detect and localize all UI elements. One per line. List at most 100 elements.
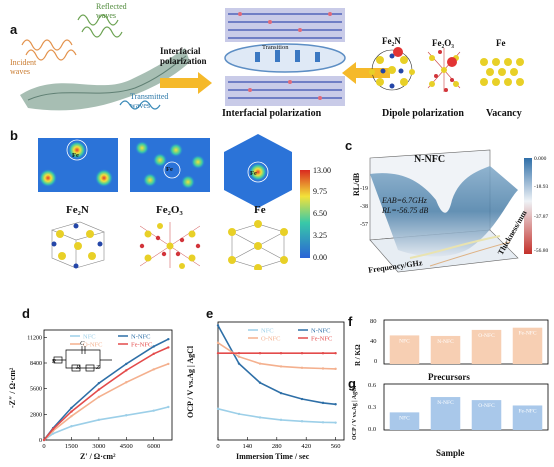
y-tick-label: 11200 — [27, 335, 42, 341]
data-point — [97, 395, 101, 399]
bar-o-nfc — [471, 400, 502, 430]
x-tick-label: 0 — [42, 443, 45, 450]
data-point — [97, 388, 101, 391]
data-point — [125, 414, 128, 417]
panel-g-label: g — [348, 376, 356, 391]
legend-label: Fe-NFC — [311, 336, 332, 343]
data-point — [237, 352, 241, 355]
bar-label: N-NFC — [437, 400, 454, 406]
y-tick-label: 0 — [39, 438, 42, 444]
legend-label: NFC — [261, 328, 274, 335]
data-point — [321, 421, 325, 424]
b-fe-tag-3: Fe — [250, 170, 257, 177]
bar-nfc — [389, 335, 420, 364]
b-colorbar-tick: 3.25 — [313, 231, 327, 240]
chart-d: 0 1500 3000 4500 6000 0 2800 5600 8400 11200 NFC N-… — [27, 329, 173, 450]
bar-label: NFC — [399, 415, 410, 421]
legend-label: N-NFC — [131, 334, 151, 341]
data-point — [70, 425, 73, 428]
b-colorbar-tick: 13.00 — [313, 166, 331, 175]
data-point — [167, 362, 170, 366]
colorbar-c — [524, 158, 532, 254]
g-xlabel: Sample — [436, 448, 465, 458]
d-xlabel: Z′ / Ω·cm² — [80, 452, 116, 461]
g-ytick: 0.0 — [368, 426, 377, 433]
data-point — [300, 352, 304, 355]
plot-frame — [383, 383, 549, 431]
data-point — [258, 416, 262, 419]
data-point — [152, 345, 155, 348]
c-colorbar-tick: -56.80 — [534, 248, 549, 254]
b-name-fe2n: Fe₂N — [66, 204, 89, 216]
panel-e-label: e — [206, 306, 214, 321]
f-ylabel: R / KΩ — [354, 344, 362, 366]
reflected-waves-label: Reflected waves — [96, 2, 127, 20]
bar-fe-nfc — [512, 405, 543, 430]
data-point — [237, 362, 241, 365]
legend-label: O-NFC — [83, 342, 103, 349]
b-fe-tag-2: Fe — [166, 166, 173, 173]
legend-label: NFC — [83, 334, 96, 341]
panel-d-label: d — [22, 306, 30, 321]
data-point — [70, 410, 73, 413]
data-point — [125, 381, 128, 384]
chart-e: 0 140 280 420 560 NFC N-NFC O-NFC Fe-NFC — [216, 321, 345, 450]
circuit-cdl: C — [80, 340, 85, 347]
data-point — [321, 401, 325, 405]
data-point — [216, 341, 220, 345]
x-tick-label: 3000 — [92, 443, 105, 450]
data-point — [321, 352, 325, 355]
incident-waves-label: Incident waves — [10, 58, 37, 76]
data-point — [279, 352, 283, 355]
data-point — [334, 367, 337, 371]
data-point — [216, 324, 220, 327]
data-point — [279, 391, 283, 395]
bar-n-nfc — [430, 335, 461, 364]
vacancy-label: Vacancy — [486, 108, 522, 119]
data-point — [300, 420, 304, 423]
data-point — [97, 381, 101, 385]
data-point — [279, 365, 283, 368]
f-ytick: 0 — [374, 358, 378, 365]
plot-frame — [43, 329, 173, 441]
f-ytick: 80 — [370, 318, 377, 325]
data-point — [152, 368, 155, 371]
g-ytick: 0.6 — [368, 382, 377, 389]
e-ylabel: OCP / V vs.Ag | AgCl — [186, 345, 195, 418]
b-name-fe: Fe — [254, 204, 266, 216]
bar-label: O-NFC — [478, 333, 495, 339]
fe-lattice — [480, 58, 524, 86]
panel-b-graphic — [38, 134, 310, 270]
crystal-fe2o3 — [139, 222, 201, 269]
series-line-n-nfc — [43, 338, 169, 441]
bar-o-nfc — [471, 329, 502, 364]
f-xlabel: Precursors — [428, 372, 470, 382]
data-point — [125, 362, 128, 366]
transmitted-waves-label: Transmitted waves — [130, 92, 169, 110]
bar-fe-nfc — [512, 327, 543, 364]
data-point — [125, 369, 128, 372]
c-colorbar-tick: -18.93 — [534, 184, 549, 190]
data-point — [334, 421, 337, 424]
panel-c-graphic — [369, 149, 532, 273]
plot-frame — [217, 321, 345, 441]
transition-label: Transition — [262, 44, 289, 51]
y-tick-label: 2800 — [30, 412, 42, 418]
series-line-o-nfc — [43, 363, 169, 441]
data-point — [216, 352, 220, 355]
data-point — [279, 418, 283, 422]
panel-f-label: f — [348, 314, 353, 329]
equivalent-circuit — [52, 346, 112, 372]
panel-c-label: c — [345, 138, 353, 153]
b-fe-tag-1: Fe — [72, 152, 79, 159]
data-point — [258, 362, 262, 365]
reflected-wave — [77, 14, 119, 26]
x-tick-label: 280 — [272, 443, 282, 450]
y-tick-label: 8400 — [30, 361, 42, 367]
incident-wave — [21, 39, 73, 51]
bar-label: O-NFC — [478, 403, 495, 409]
bar-n-nfc — [430, 397, 461, 430]
b-name-fe2o3: Fe₂O₃ — [156, 204, 183, 216]
x-tick-label: 140 — [243, 443, 253, 450]
data-point — [51, 427, 55, 431]
